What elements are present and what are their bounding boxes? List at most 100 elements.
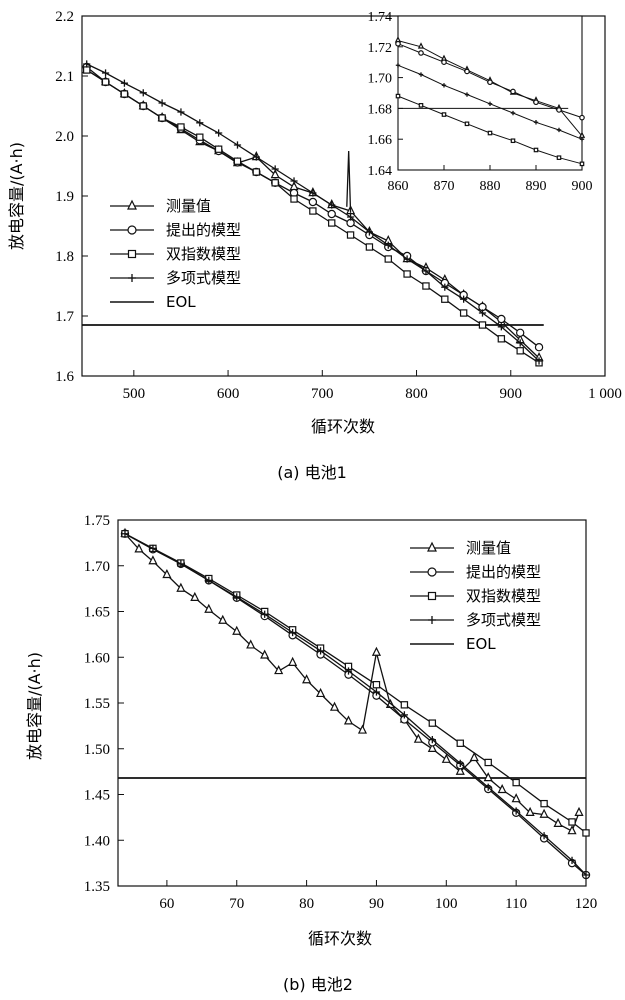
inset-x-tick-label: 880 bbox=[480, 179, 501, 194]
square-marker bbox=[568, 818, 576, 826]
triangle-marker bbox=[246, 639, 256, 649]
plus-marker bbox=[441, 283, 449, 291]
y-tick-label: 1.7 bbox=[55, 309, 74, 325]
y-tick-label: 1.9 bbox=[55, 189, 74, 205]
plus-marker bbox=[579, 137, 585, 142]
triangle-marker bbox=[127, 199, 137, 210]
square-marker bbox=[428, 719, 437, 727]
x-tick-label: 90 bbox=[369, 896, 384, 912]
y-axis: 1.35 1.40 1.45 1.50 1.55 1.60 1.65 1.70 1.75 bbox=[84, 513, 124, 895]
series-line bbox=[124, 533, 587, 876]
triangle-marker bbox=[567, 825, 577, 835]
plus-marker bbox=[177, 108, 185, 116]
y-axis-title: 放电容量/(A·h) bbox=[25, 652, 44, 760]
triangle-marker bbox=[553, 817, 563, 827]
square-marker bbox=[464, 121, 470, 127]
x-axis-title: 循环次数 bbox=[308, 929, 372, 948]
x-tick-label: 60 bbox=[159, 896, 174, 912]
plus-marker bbox=[128, 274, 136, 282]
plus-marker bbox=[328, 201, 336, 209]
triangle-marker bbox=[511, 793, 521, 803]
square-marker bbox=[478, 321, 487, 329]
plus-marker bbox=[428, 616, 436, 624]
y-tick-label: 1.8 bbox=[55, 249, 74, 265]
plus-marker bbox=[395, 63, 401, 68]
triangle-marker bbox=[417, 42, 425, 49]
circle-marker bbox=[395, 40, 401, 47]
triangle-marker bbox=[260, 649, 270, 659]
y-tick-label: 1.65 bbox=[84, 605, 110, 621]
inset-x-tick-label: 860 bbox=[388, 179, 409, 194]
triangle-marker bbox=[329, 701, 340, 711]
legend-label: 提出的模型 bbox=[166, 221, 241, 239]
inset-chart: 1.64 1.66 1.68 1.70 1.72 1.74 860 870 880 890 900 bbox=[368, 10, 593, 194]
inset-y-tick-label: 1.68 bbox=[368, 102, 393, 117]
series-line bbox=[124, 533, 580, 833]
x-tick-label: 500 bbox=[123, 386, 146, 402]
plus-marker bbox=[196, 119, 204, 127]
square-marker bbox=[400, 701, 409, 709]
square-marker bbox=[328, 219, 336, 227]
plus-marker bbox=[309, 189, 317, 197]
square-marker bbox=[512, 778, 520, 787]
plus-marker bbox=[271, 165, 279, 173]
plus-marker bbox=[233, 141, 242, 149]
plus-marker bbox=[261, 610, 269, 618]
plus-marker bbox=[83, 60, 91, 68]
square-marker bbox=[403, 270, 411, 278]
square-marker bbox=[120, 90, 129, 98]
triangle-marker bbox=[288, 656, 298, 666]
circle-marker bbox=[327, 209, 336, 219]
series-group bbox=[82, 60, 544, 367]
plus-marker bbox=[441, 83, 447, 88]
square-marker bbox=[533, 147, 539, 153]
square-marker bbox=[487, 130, 493, 136]
circle-marker bbox=[418, 50, 424, 56]
square-marker bbox=[372, 680, 381, 689]
circle-marker bbox=[487, 79, 493, 86]
legend-label: EOL bbox=[466, 635, 496, 653]
x-tick-label: 70 bbox=[229, 896, 244, 912]
y-tick-label: 2.0 bbox=[55, 129, 74, 145]
plus-marker bbox=[418, 72, 424, 77]
legend-label: 测量值 bbox=[166, 197, 211, 215]
square-marker bbox=[540, 799, 548, 808]
circle-marker bbox=[515, 328, 525, 337]
chart-battery-2: 1.35 1.40 1.45 1.50 1.55 1.60 1.65 1.70 1.75 60 7… bbox=[25, 513, 597, 994]
inset-y-tick-label: 1.74 bbox=[368, 10, 393, 25]
square-marker bbox=[441, 112, 447, 117]
square-marker bbox=[456, 739, 464, 747]
series-line bbox=[124, 533, 587, 876]
legend-label: 多项式模型 bbox=[466, 611, 541, 629]
triangle-marker bbox=[427, 541, 437, 552]
inset-x-tick-label: 890 bbox=[526, 179, 547, 194]
legend-label: 提出的模型 bbox=[466, 563, 541, 581]
triangle-marker bbox=[315, 687, 326, 698]
triangle-marker bbox=[134, 543, 144, 553]
plus-marker bbox=[252, 153, 260, 161]
y-tick-label: 1.35 bbox=[84, 879, 110, 895]
circle-marker bbox=[510, 88, 516, 95]
triangle-marker bbox=[343, 715, 354, 725]
triangle-marker bbox=[162, 568, 172, 579]
plus-marker bbox=[120, 79, 129, 87]
plus-marker bbox=[139, 89, 147, 97]
plus-marker bbox=[497, 323, 505, 331]
square-marker bbox=[556, 155, 562, 160]
circle-marker bbox=[579, 114, 585, 121]
inset-x-tick-label: 870 bbox=[434, 179, 455, 194]
plus-marker bbox=[344, 667, 353, 675]
y-tick-label: 1.70 bbox=[84, 559, 110, 575]
triangle-marker bbox=[274, 665, 284, 675]
square-marker bbox=[271, 179, 279, 187]
plus-marker bbox=[484, 783, 492, 791]
inset-frame bbox=[397, 15, 583, 171]
square-marker bbox=[427, 591, 437, 601]
circle-marker bbox=[464, 68, 470, 75]
square-marker bbox=[127, 249, 137, 259]
triangle-marker bbox=[302, 674, 312, 684]
legend-label: 多项式模型 bbox=[166, 269, 241, 287]
triangle-marker bbox=[525, 806, 535, 817]
triangle-marker bbox=[539, 808, 549, 818]
